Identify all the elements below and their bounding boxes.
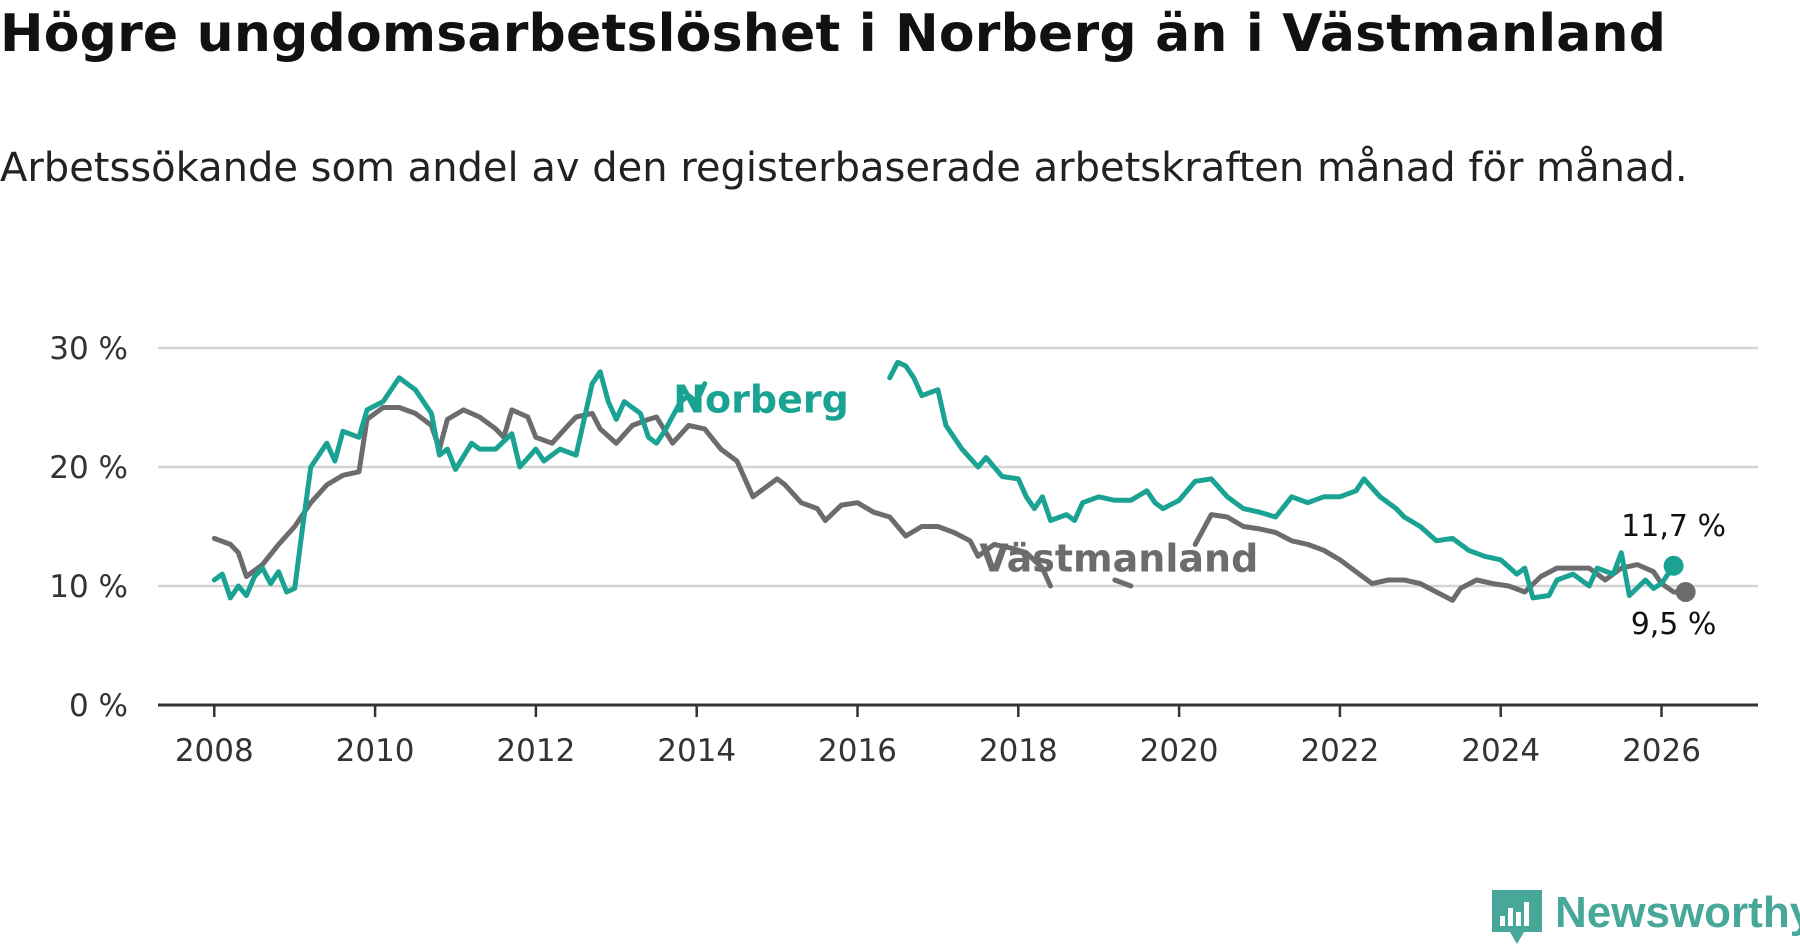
series-line-norberg [887,359,1677,601]
series-line-norberg [211,369,708,601]
y-tick-label: 10 % [49,569,128,605]
x-tick-label: 2008 [175,733,254,769]
chart-title: Högre ungdomsarbetslöshet i Norberg än i… [0,4,1667,64]
y-tick-label: 0 % [69,688,128,724]
x-tick-label: 2012 [496,733,575,769]
series-label-norberg: Norberg [673,377,849,421]
x-tick-label: 2014 [657,733,736,769]
x-tick-label: 2016 [818,733,897,769]
x-tick-label: 2020 [1140,733,1219,769]
end-label-vastmanland: 9,5 % [1631,607,1717,642]
series-line-västmanland [211,405,1053,589]
x-tick-label: 2022 [1300,733,1379,769]
series-labels: Norberg Västmanland 11,7 % 9,5 % [673,377,1726,642]
x-tick-label: 2024 [1461,733,1540,769]
x-tick-label: 2026 [1622,733,1701,769]
end-point-norberg [1663,555,1684,576]
newsworthy-logo-icon [1492,890,1542,944]
x-tick-label: 2018 [979,733,1058,769]
end-point-västmanland [1675,581,1696,602]
y-tick-label: 30 % [49,331,128,367]
series-line-västmanland [1112,577,1134,589]
series-label-vastmanland: Västmanland [979,537,1258,581]
chart-subtitle: Arbetssökande som andel av den registerb… [0,145,1688,191]
brand-name: Newsworthy [1555,888,1800,937]
axes: 0 % 10 % 20 % 30 % 2008 2010 2012 2014 2016 2018 2… [49,331,1758,769]
series-lines [211,359,1696,603]
gridlines [158,346,1758,588]
series-line-västmanland [1192,512,1689,603]
y-tick-label: 20 % [49,450,128,486]
end-label-norberg: 11,7 % [1621,509,1726,544]
x-tick-label: 2010 [336,733,415,769]
